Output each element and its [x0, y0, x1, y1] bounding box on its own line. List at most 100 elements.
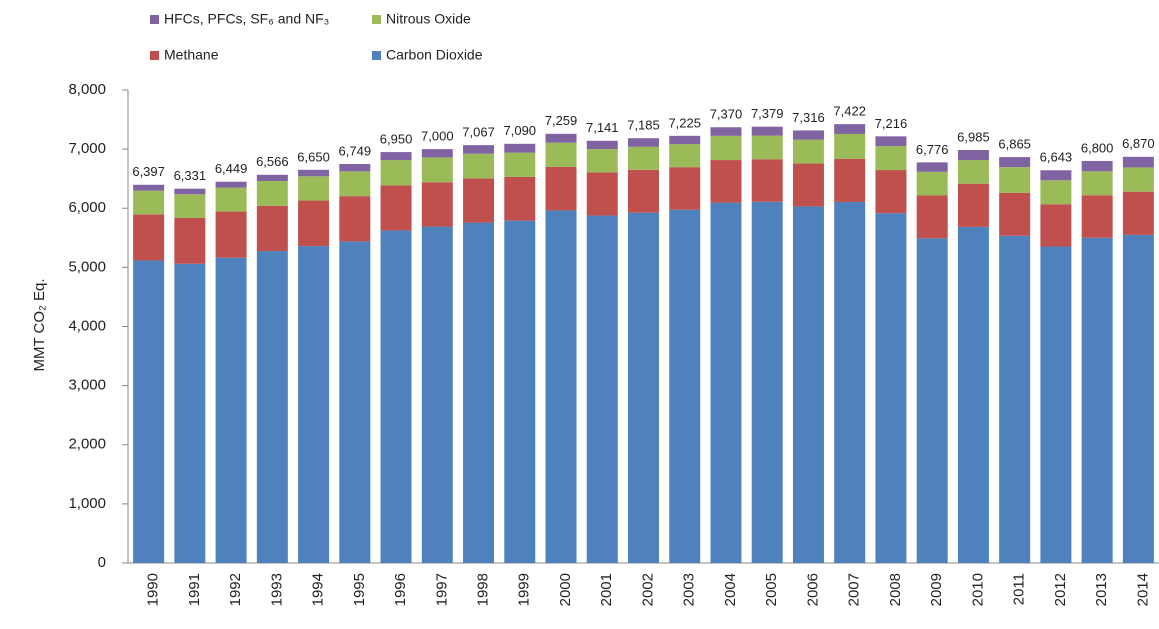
bar-segment	[916, 238, 948, 564]
bar-segment	[1122, 191, 1154, 235]
total-label: 7,370	[710, 107, 743, 122]
bar-segment	[628, 138, 659, 147]
bar-segment	[875, 146, 907, 171]
bar-segment	[133, 184, 165, 191]
bar-segment	[463, 145, 495, 154]
bar-segment	[421, 182, 453, 227]
total-label: 7,422	[833, 104, 866, 119]
bar-segment	[792, 139, 824, 164]
bar-segment	[133, 260, 165, 563]
total-label: 7,316	[792, 110, 825, 125]
bar-segment	[215, 257, 247, 563]
bar-segment	[628, 212, 659, 563]
bar-segment	[1122, 167, 1154, 192]
bar-segment	[586, 172, 618, 216]
bar-segment	[669, 135, 701, 145]
y-tick-label: 7,000	[68, 140, 106, 157]
total-label: 7,000	[421, 129, 454, 144]
bar-segment	[710, 127, 742, 136]
bar-segment	[133, 214, 165, 261]
bar-segment	[339, 196, 371, 242]
bar-segment	[875, 136, 907, 147]
bar-segment	[751, 135, 783, 160]
total-label: 7,216	[875, 116, 908, 131]
bar-segment	[1040, 204, 1072, 247]
bar-segment	[751, 201, 783, 564]
bar-segment	[586, 149, 618, 173]
total-label: 6,800	[1081, 140, 1114, 155]
bar-segment	[545, 133, 577, 143]
legend-swatch	[372, 51, 381, 60]
bar-segment	[916, 171, 948, 196]
bar-segment	[957, 160, 989, 184]
total-label: 6,749	[339, 143, 372, 158]
bar-segment	[1081, 195, 1113, 238]
x-tick-label: 2013	[1093, 573, 1110, 606]
x-tick-label: 2001	[598, 573, 615, 606]
bar-segment	[999, 167, 1031, 193]
x-tick-label: 2004	[722, 573, 739, 606]
legend-swatch	[372, 15, 381, 24]
bar-segment	[463, 178, 495, 223]
x-tick-label: 2007	[846, 573, 863, 606]
bar-segment	[792, 163, 824, 207]
total-label: 6,650	[297, 149, 330, 164]
bar-segment	[133, 190, 165, 215]
bar-segment	[834, 158, 866, 202]
bar-segment	[298, 246, 330, 563]
bar-segment	[174, 194, 206, 218]
legend-label: HFCs, PFCs, SF₆ and NF₃	[164, 11, 329, 27]
bar-segment	[339, 171, 371, 197]
bar-segment	[875, 170, 907, 214]
bar-segment	[215, 181, 247, 188]
bar-segment	[957, 226, 989, 563]
bar-segment	[1081, 237, 1113, 563]
bar-segment	[792, 130, 824, 140]
bar-segment	[957, 150, 989, 161]
x-tick-label: 2008	[887, 573, 904, 606]
bar-segment	[916, 162, 948, 172]
y-axis-title: MMT CO₂ Eq.	[31, 278, 48, 371]
legend-label: Carbon Dioxide	[386, 47, 483, 63]
bar-segment	[916, 195, 948, 239]
bar-segment	[339, 241, 371, 563]
x-tick-label: 2012	[1052, 573, 1069, 606]
bar-segment	[256, 180, 288, 206]
bar-segment	[174, 263, 206, 563]
bar-segment	[380, 160, 412, 186]
bar-segment	[586, 140, 618, 150]
bar-segment	[710, 135, 742, 161]
x-tick-label: 1992	[227, 573, 244, 606]
bar-segment	[545, 142, 577, 167]
y-tick-label: 0	[98, 554, 106, 571]
bar-segment	[999, 235, 1031, 564]
x-tick-label: 2014	[1134, 573, 1151, 606]
bar-segment	[298, 176, 330, 201]
total-label: 6,449	[215, 161, 248, 176]
bar-segment	[628, 169, 659, 213]
total-label: 7,067	[462, 125, 495, 140]
bar-segment	[421, 226, 453, 564]
total-label: 7,379	[751, 106, 784, 121]
bar-segment	[256, 251, 288, 563]
x-tick-label: 1997	[433, 573, 450, 606]
y-tick-label: 5,000	[68, 258, 106, 275]
bar-segment	[710, 160, 742, 203]
bar-segment	[1081, 160, 1113, 172]
x-tick-label: 2009	[928, 573, 945, 606]
bar-segment	[380, 152, 412, 161]
legend-label: Methane	[164, 47, 219, 63]
x-tick-label: 2011	[1011, 573, 1028, 605]
bar-segment	[792, 206, 824, 564]
y-tick-label: 3,000	[68, 377, 106, 394]
bar-segment	[380, 230, 412, 563]
bar-segment	[669, 167, 701, 210]
bar-segment	[957, 183, 989, 227]
x-tick-label: 2010	[969, 573, 986, 606]
bar-segment	[256, 174, 288, 181]
bar-segment	[834, 201, 866, 563]
bar-segment	[215, 187, 247, 212]
x-tick-label: 1994	[310, 573, 327, 606]
